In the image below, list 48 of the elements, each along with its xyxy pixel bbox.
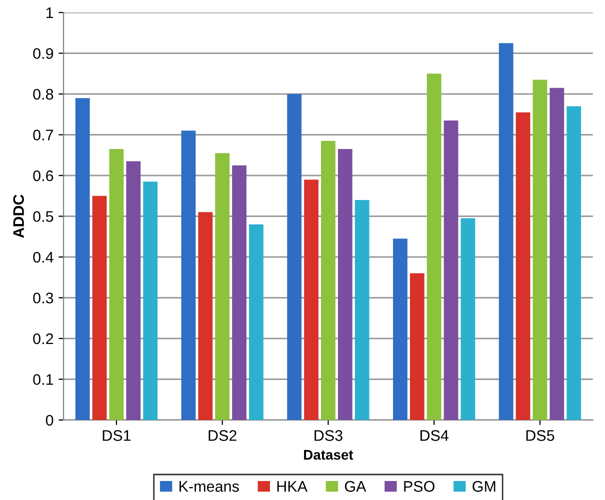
y-tick-label: 0.8	[33, 88, 54, 100]
bar	[354, 200, 370, 420]
y-tick-label: 0.6	[33, 170, 54, 182]
bar	[304, 180, 318, 420]
bar	[410, 273, 424, 420]
y-tick-label: 0.2	[33, 333, 54, 344]
bar	[338, 149, 352, 420]
x-tick-label: DS3	[314, 430, 342, 441]
bar	[550, 88, 564, 420]
bar	[215, 153, 230, 420]
bar	[393, 238, 408, 420]
y-tick-label: 0.1	[33, 374, 54, 385]
bar	[321, 140, 336, 420]
bar	[566, 106, 582, 420]
bar	[126, 161, 141, 420]
x-tick-label: DS4	[420, 430, 448, 441]
y-tick-label: 0.9	[33, 48, 54, 59]
bar	[75, 98, 90, 420]
bar	[460, 218, 476, 420]
legend-label: HKA	[277, 481, 308, 492]
bar	[532, 80, 548, 420]
x-axis-title: Dataset	[304, 450, 354, 460]
y-tick-label: 0.7	[33, 130, 54, 140]
bar	[516, 112, 530, 420]
legend-label: GM	[472, 481, 496, 492]
legend-label: GA	[344, 481, 366, 492]
bar	[198, 212, 213, 420]
legend-label: PSO	[404, 481, 434, 492]
bar	[181, 130, 196, 420]
y-tick-label: 0.5	[33, 211, 54, 222]
y-tick-label: 0.3	[33, 292, 54, 304]
legend-label: K-means	[180, 481, 239, 492]
y-tick-label: 1	[46, 8, 54, 18]
bar	[143, 182, 158, 420]
x-tick-label: DS2	[208, 430, 236, 441]
bar	[287, 94, 302, 420]
x-tick-label: DS5	[526, 430, 554, 441]
bar	[249, 224, 264, 420]
y-tick-label: 0.4	[33, 252, 54, 263]
bar	[498, 43, 514, 420]
y-axis-title: ADDC	[13, 194, 24, 238]
bar	[444, 120, 458, 420]
bar	[232, 165, 246, 420]
x-tick-label: DS1	[102, 430, 131, 441]
bar	[426, 74, 442, 420]
bar	[109, 149, 124, 420]
bar	[92, 196, 107, 420]
y-tick-label: 0	[46, 414, 54, 426]
